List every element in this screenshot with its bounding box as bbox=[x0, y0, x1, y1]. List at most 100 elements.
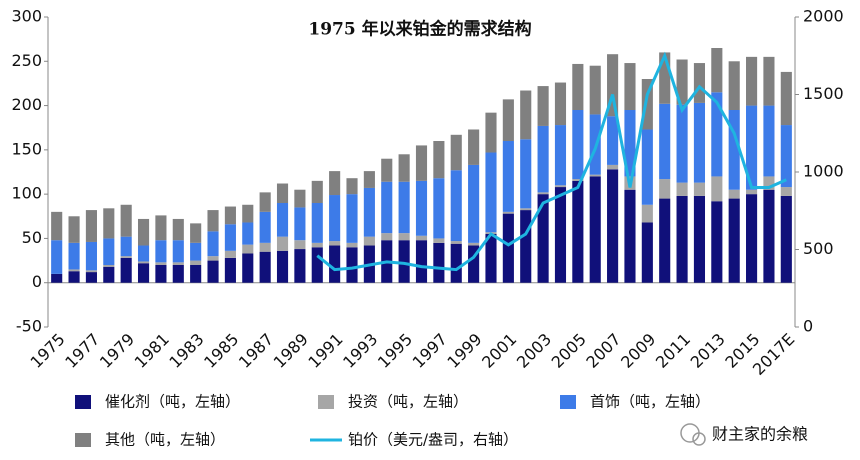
bar bbox=[433, 178, 445, 239]
bar bbox=[763, 105, 775, 177]
bar bbox=[589, 174, 601, 177]
bar bbox=[276, 236, 289, 251]
legend-swatch bbox=[75, 433, 91, 447]
bar bbox=[259, 211, 271, 243]
bar bbox=[537, 194, 549, 283]
x-tick-label: 1993 bbox=[339, 330, 381, 372]
bar bbox=[746, 194, 758, 283]
x-tick-label: 2005 bbox=[548, 330, 590, 372]
bar bbox=[294, 249, 306, 283]
legend-swatch bbox=[75, 395, 91, 409]
legend-label: 催化剂（吨，左轴） bbox=[105, 393, 240, 411]
bar bbox=[676, 195, 688, 283]
bar bbox=[242, 222, 254, 245]
legend-label: 首饰（吨，左轴） bbox=[590, 393, 710, 411]
bar bbox=[485, 234, 497, 283]
bar bbox=[329, 171, 341, 196]
bar bbox=[259, 251, 271, 283]
bar bbox=[346, 194, 358, 243]
y2-tick-label: 2000 bbox=[803, 7, 844, 26]
bar bbox=[415, 180, 428, 236]
bar bbox=[485, 152, 497, 233]
y2-tick-label: 0 bbox=[803, 317, 813, 336]
bar bbox=[137, 218, 150, 246]
bar bbox=[276, 203, 289, 237]
bar bbox=[346, 247, 358, 283]
y-tick-label: 300 bbox=[11, 7, 42, 26]
bar bbox=[311, 203, 323, 243]
y-tick-label: 250 bbox=[11, 51, 42, 70]
bar bbox=[746, 105, 758, 190]
bar bbox=[520, 208, 532, 211]
bar bbox=[607, 54, 619, 117]
bar bbox=[502, 141, 514, 212]
bar bbox=[780, 187, 792, 196]
bar bbox=[172, 218, 184, 241]
bar bbox=[415, 145, 428, 181]
bar bbox=[294, 240, 306, 250]
bar bbox=[711, 92, 723, 177]
bar bbox=[329, 195, 341, 242]
bar bbox=[711, 176, 723, 202]
bar bbox=[554, 82, 567, 126]
x-tick-label: 2003 bbox=[513, 330, 555, 372]
bar bbox=[363, 236, 375, 246]
x-tick-label: 1985 bbox=[200, 330, 242, 372]
bar bbox=[624, 189, 636, 283]
x-tick-label: 2009 bbox=[617, 330, 659, 372]
bar bbox=[659, 103, 671, 180]
x-tick-label: 2007 bbox=[582, 330, 624, 372]
bar bbox=[398, 240, 410, 283]
bar bbox=[207, 231, 219, 257]
bar bbox=[190, 260, 202, 265]
bar bbox=[433, 242, 445, 283]
y-tick-label: 0 bbox=[32, 272, 42, 291]
bar bbox=[659, 52, 671, 104]
legend-item: 铂价（美元/盎司，右轴） bbox=[310, 431, 518, 449]
bar bbox=[155, 240, 167, 263]
bar bbox=[259, 242, 271, 252]
bar bbox=[120, 236, 132, 257]
x-tick-label: 1987 bbox=[235, 330, 277, 372]
x-tick-label: 1989 bbox=[270, 330, 312, 372]
bar bbox=[311, 180, 323, 203]
bar bbox=[450, 134, 462, 171]
bar bbox=[572, 180, 584, 283]
bar bbox=[572, 110, 584, 180]
bar bbox=[207, 260, 219, 283]
bar bbox=[659, 198, 671, 283]
x-tick-label: 1995 bbox=[374, 330, 416, 372]
x-tick-label: 1983 bbox=[165, 330, 207, 372]
bar bbox=[103, 238, 115, 265]
price-line bbox=[316, 51, 787, 272]
bar bbox=[276, 250, 289, 283]
bar bbox=[537, 125, 549, 193]
bar bbox=[85, 241, 97, 271]
bar bbox=[520, 90, 532, 140]
bar bbox=[155, 215, 167, 241]
x-tick-label: 1975 bbox=[26, 330, 68, 372]
bar bbox=[207, 256, 219, 261]
y2-tick-label: 500 bbox=[803, 239, 834, 258]
bar bbox=[294, 189, 306, 208]
bar bbox=[172, 265, 184, 283]
bar bbox=[693, 182, 706, 196]
x-tick-label: 2011 bbox=[652, 330, 694, 372]
bar bbox=[728, 189, 740, 199]
y-tick-label: 200 bbox=[11, 95, 42, 114]
bar bbox=[224, 224, 236, 251]
bar bbox=[381, 181, 393, 234]
bar bbox=[763, 176, 775, 190]
bar bbox=[693, 63, 706, 103]
bar bbox=[641, 129, 653, 205]
legend-item: 投资（吨，左轴） bbox=[318, 393, 468, 411]
bar bbox=[346, 242, 358, 248]
bar bbox=[554, 125, 567, 186]
bar bbox=[554, 185, 567, 188]
bar bbox=[450, 241, 462, 244]
x-tick-label: 1981 bbox=[131, 330, 173, 372]
bar bbox=[311, 242, 323, 248]
bar bbox=[711, 201, 723, 283]
x-tick-label: 1991 bbox=[304, 330, 346, 372]
